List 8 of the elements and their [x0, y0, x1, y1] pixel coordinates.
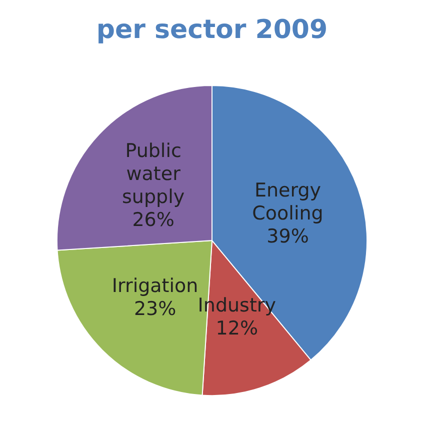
- slice-label: Irrigation: [112, 274, 198, 297]
- chart-title: per sector 2009: [96, 15, 328, 45]
- slice-label: Energy Cooling: [252, 179, 324, 224]
- slice-label: Public water supply: [122, 140, 185, 208]
- data-label: 26%: [132, 208, 174, 231]
- data-label: 39%: [266, 225, 309, 248]
- data-label: 23%: [134, 298, 176, 320]
- data-label: 12%: [216, 318, 258, 340]
